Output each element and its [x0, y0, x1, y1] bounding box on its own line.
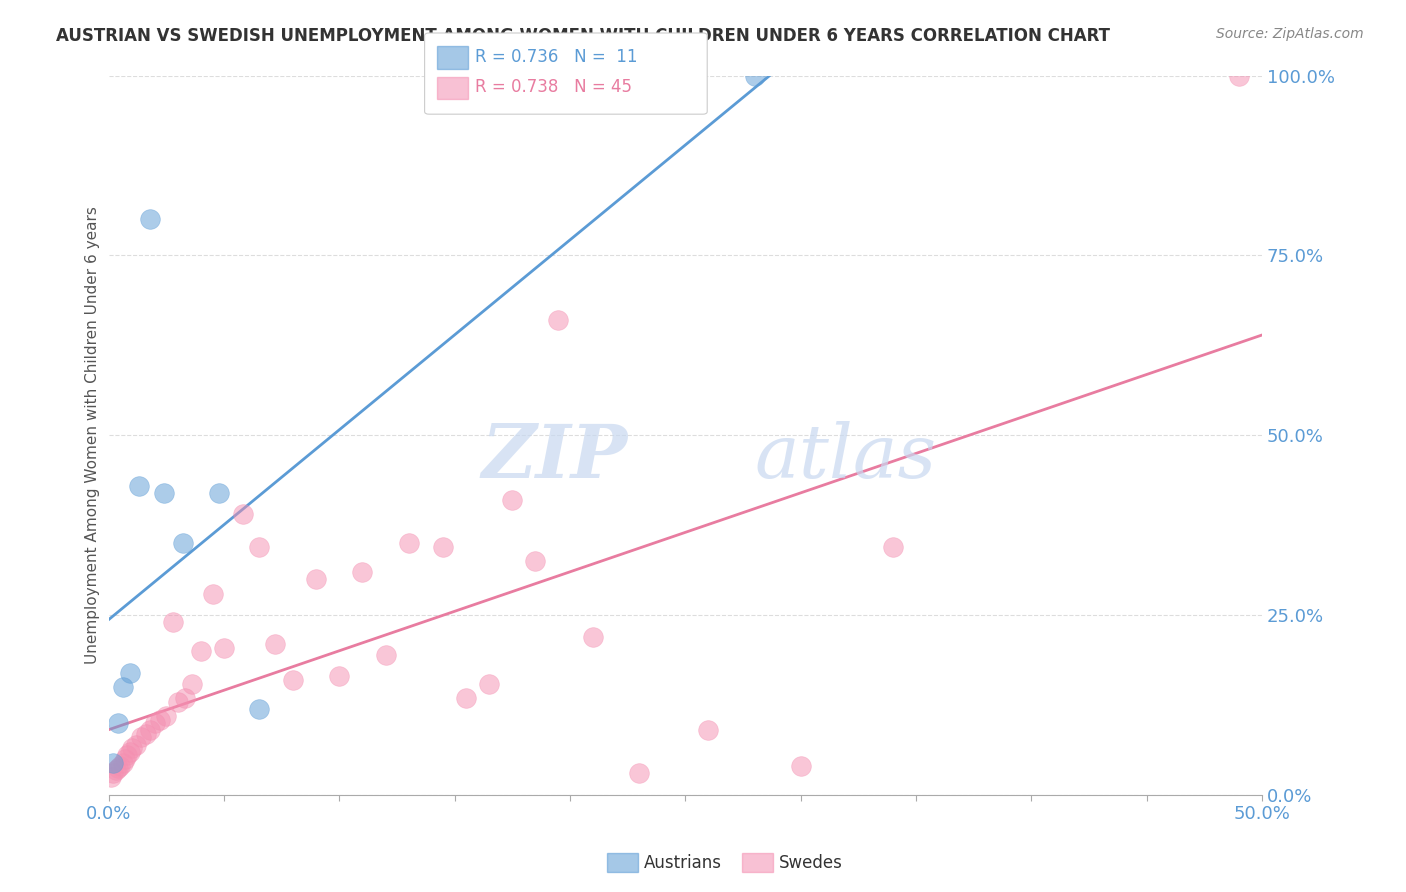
Point: [103, 766, 125, 780]
Point: [107, 716, 129, 731]
Point: [118, 745, 141, 759]
Point: [148, 713, 170, 727]
Point: [744, 69, 766, 83]
Point: [283, 673, 305, 687]
Point: [247, 540, 270, 554]
Text: R = 0.738   N = 45: R = 0.738 N = 45: [475, 78, 633, 96]
Point: [328, 669, 350, 683]
Point: [190, 644, 212, 658]
Point: [231, 508, 253, 522]
Point: [432, 540, 454, 554]
Text: Austrians: Austrians: [644, 854, 721, 871]
Text: R = 0.736   N =  11: R = 0.736 N = 11: [475, 48, 638, 66]
Point: [167, 694, 190, 708]
Point: [247, 702, 270, 716]
Point: [128, 478, 150, 492]
Point: [173, 690, 195, 705]
Text: Source: ZipAtlas.com: Source: ZipAtlas.com: [1216, 27, 1364, 41]
Point: [107, 761, 129, 775]
Point: [139, 212, 162, 227]
Point: [398, 536, 420, 550]
Text: AUSTRIAN VS SWEDISH UNEMPLOYMENT AMONG WOMEN WITH CHILDREN UNDER 6 YEARS CORRELA: AUSTRIAN VS SWEDISH UNEMPLOYMENT AMONG W…: [56, 27, 1111, 45]
Point: [180, 676, 202, 690]
Point: [352, 565, 374, 579]
Point: [212, 640, 235, 655]
Point: [789, 759, 811, 773]
Point: [478, 676, 501, 690]
Point: [547, 313, 569, 327]
Point: [143, 716, 166, 731]
Point: [103, 756, 125, 770]
Point: [111, 756, 134, 770]
Point: [121, 741, 143, 756]
Point: [111, 680, 134, 694]
Point: [501, 493, 523, 508]
Point: [305, 572, 328, 586]
Point: [628, 766, 651, 780]
Point: [263, 637, 285, 651]
Point: [153, 486, 176, 500]
Point: [201, 586, 224, 600]
Point: [1227, 69, 1250, 83]
Point: [172, 536, 194, 550]
Point: [104, 763, 127, 777]
Point: [129, 731, 152, 745]
Text: ZIP: ZIP: [481, 421, 627, 493]
Point: [582, 630, 605, 644]
Point: [374, 648, 396, 662]
Point: [155, 709, 177, 723]
Point: [524, 554, 547, 568]
Point: [208, 486, 231, 500]
Point: [100, 770, 122, 784]
Point: [115, 748, 138, 763]
Point: [110, 759, 132, 773]
Text: atlas: atlas: [755, 421, 936, 493]
Point: [697, 723, 720, 738]
Point: [114, 752, 136, 766]
Y-axis label: Unemployment Among Women with Children Under 6 years: Unemployment Among Women with Children U…: [86, 206, 100, 665]
Point: [456, 690, 478, 705]
Point: [125, 738, 148, 752]
Point: [162, 615, 184, 630]
Point: [882, 540, 904, 554]
Point: [135, 727, 157, 741]
Point: [139, 723, 162, 738]
Text: Swedes: Swedes: [779, 854, 842, 871]
Point: [118, 665, 141, 680]
